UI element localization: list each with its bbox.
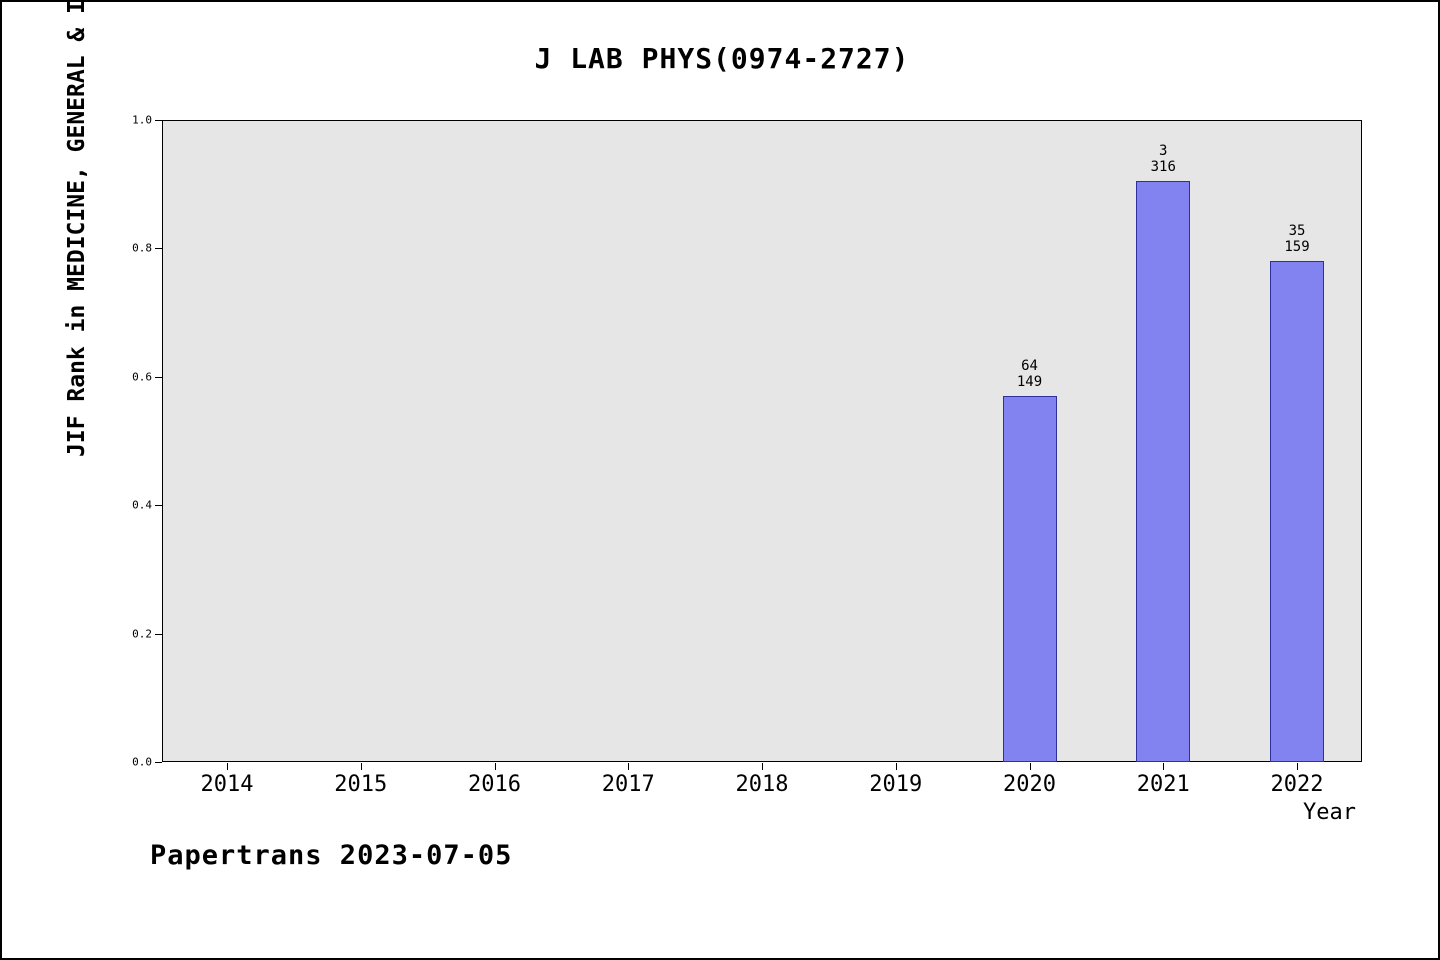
x-tick-label: 2015	[334, 772, 388, 797]
bar	[1002, 396, 1057, 762]
x-tick-mark	[762, 763, 763, 770]
y-tick-label: 1.0	[132, 113, 152, 127]
x-tick-mark	[360, 763, 362, 770]
x-tick-label: 2016	[468, 772, 521, 797]
bar-label: 3 316	[1150, 142, 1176, 175]
x-tick-label: 2014	[200, 772, 254, 797]
chart-title: J LAB PHYS(0974-2727)	[534, 42, 910, 75]
y-tick-mark	[155, 762, 162, 763]
x-tick-label: 2018	[735, 772, 789, 797]
bar	[1270, 261, 1324, 762]
x-tick-mark	[227, 763, 228, 770]
y-tick-mark	[155, 248, 162, 250]
bar	[1136, 180, 1191, 762]
x-tick-mark	[1297, 763, 1298, 770]
y-tick-mark	[155, 505, 162, 507]
y-tick-mark	[155, 633, 162, 635]
x-tick-mark	[628, 763, 630, 770]
bar-label: 35 159	[1284, 223, 1310, 256]
x-tick-label: 2019	[869, 772, 923, 797]
x-tick-mark	[895, 763, 897, 770]
y-tick-label: 0.6	[132, 370, 152, 384]
bar-label: 64 149	[1016, 358, 1043, 391]
y-tick-label: 0.0	[132, 755, 152, 769]
x-tick-label: 2020	[1003, 772, 1056, 797]
y-tick-mark	[155, 376, 162, 378]
x-axis-label: Year	[1303, 800, 1356, 825]
y-axis-label: JIF Rank in MEDICINE, GENERAL & INTERNAL	[64, 0, 90, 457]
y-tick-label: 0.2	[132, 627, 152, 641]
y-tick-label: 0.8	[132, 241, 152, 255]
x-tick-mark	[494, 763, 496, 770]
footer-note: Papertrans 2023-07-05	[150, 840, 513, 871]
x-tick-label: 2022	[1270, 772, 1324, 797]
x-tick-mark	[1029, 763, 1031, 770]
y-tick-mark	[155, 120, 162, 121]
x-tick-label: 2017	[601, 772, 655, 797]
x-tick-label: 2021	[1136, 772, 1190, 797]
x-tick-mark	[1163, 763, 1165, 770]
y-tick-label: 0.4	[132, 498, 152, 512]
